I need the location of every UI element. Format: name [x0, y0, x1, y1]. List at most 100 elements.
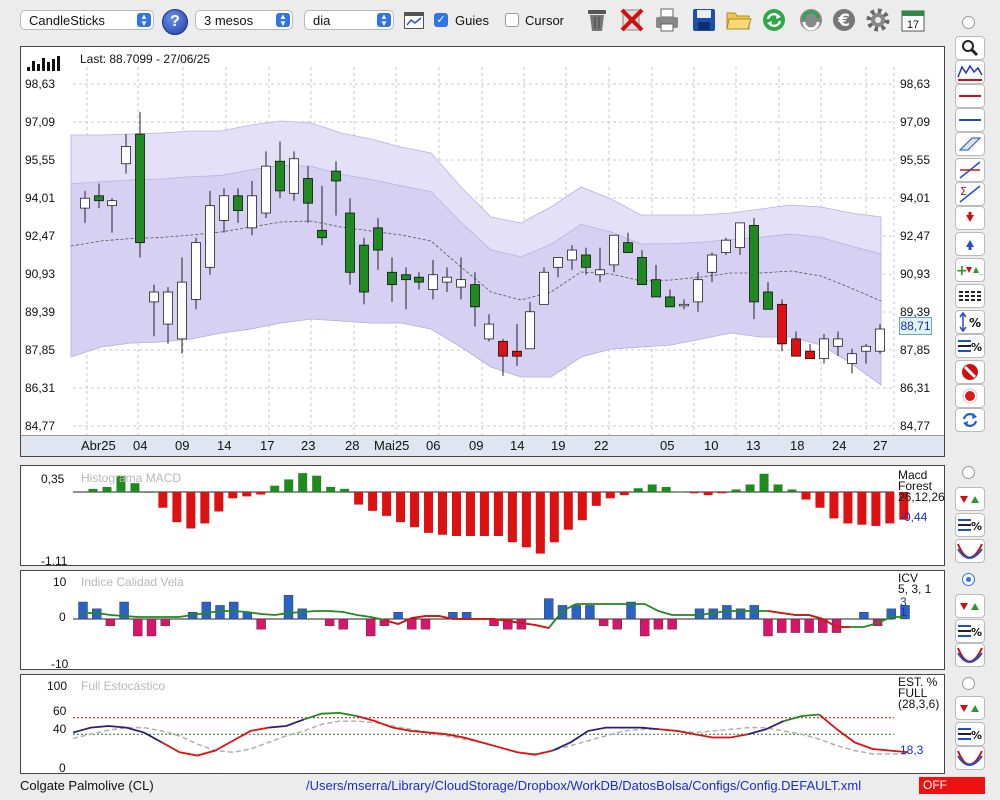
bollinger-inner-band — [70, 165, 882, 386]
stoch-tick-60: 60 — [53, 704, 67, 718]
panel-select-radio-stochastic[interactable] — [962, 677, 975, 690]
macd-divergence-button[interactable] — [955, 539, 985, 563]
macd-bar — [521, 492, 531, 548]
icv-bar — [133, 618, 143, 637]
grid-lines-button[interactable] — [955, 284, 985, 308]
macd-name: Macd — [898, 468, 928, 482]
macd-signals-button[interactable] — [955, 487, 985, 511]
price-chart-panel[interactable]: Last: 88.7099 - 27/06/25 98,63 97,09 95,55… — [20, 46, 945, 457]
icv-levels-button[interactable]: % — [955, 619, 985, 643]
icv-bar — [201, 601, 212, 620]
cursor-checkbox[interactable] — [505, 13, 519, 27]
stoch-tick-40: 40 — [53, 722, 67, 736]
macd-bar — [158, 492, 168, 508]
candle-body — [149, 291, 159, 303]
macd-histogram[interactable] — [21, 466, 945, 566]
stoch-signals-button[interactable] — [955, 696, 985, 720]
record-button[interactable] — [955, 384, 985, 408]
zoom-button[interactable] — [955, 36, 985, 60]
euro-icon: € — [833, 9, 855, 31]
svg-text:%: % — [971, 520, 982, 533]
refresh-button[interactable] — [760, 6, 788, 34]
trash-icon — [588, 10, 606, 31]
calendar-day: 17 — [907, 19, 919, 31]
percent-range-button[interactable]: % — [955, 310, 985, 334]
stoch-divergence-button[interactable] — [955, 746, 985, 770]
date-axis — [21, 435, 944, 456]
record-icon — [962, 388, 978, 404]
macd-bar — [661, 486, 671, 492]
swap-button[interactable] — [955, 408, 985, 432]
candle-body — [651, 279, 661, 298]
channel-button[interactable] — [955, 132, 985, 156]
candle-body — [359, 244, 369, 293]
macd-bar — [493, 492, 503, 536]
guides-checkbox[interactable]: ✓ — [434, 13, 448, 27]
icv-chart[interactable] — [21, 571, 945, 670]
icv-bar — [640, 618, 650, 637]
chart-type-value: CandleSticks — [29, 13, 105, 28]
update-data-button[interactable] — [797, 6, 825, 34]
off-toggle[interactable]: OFF — [919, 777, 985, 794]
icv-bar — [379, 618, 390, 627]
stop-button[interactable] — [955, 360, 985, 384]
panel-select-radio-main[interactable] — [962, 16, 975, 29]
trend-line-button[interactable] — [955, 158, 985, 182]
save-button[interactable] — [690, 6, 718, 34]
macd-bar — [885, 492, 895, 524]
percent-levels-icon: % — [958, 519, 982, 533]
chart-style-button[interactable] — [955, 60, 985, 84]
price-tick-left: 98,63 — [25, 77, 56, 91]
close-icon — [620, 8, 644, 32]
price-tick-right: 94,01 — [900, 191, 931, 205]
date-tick: 24 — [832, 438, 847, 453]
stochastic-panel[interactable]: Full Estocástico 100 60 40 0 EST. % FULL… — [20, 674, 945, 774]
candle-body — [539, 271, 549, 305]
candle-body — [442, 276, 452, 283]
macd-bar — [633, 488, 643, 492]
macd-panel[interactable]: Histograma MACD 0,35 -1,11 Macd Forest 2… — [20, 465, 945, 566]
icv-bar — [886, 608, 896, 620]
macd-bar — [647, 484, 657, 492]
candle-body — [233, 195, 243, 211]
panel-select-radio-icv[interactable] — [962, 573, 975, 586]
candle-body — [512, 350, 522, 357]
print-button[interactable] — [653, 6, 681, 34]
svg-text:..: .. — [979, 270, 983, 277]
candlestick-chart[interactable] — [21, 47, 945, 457]
divergence-icon — [957, 647, 983, 663]
interval-select[interactable]: dia ▲ ▼ — [304, 10, 394, 30]
interval-value: dia — [313, 13, 331, 28]
swap-icon — [962, 413, 978, 427]
currency-button[interactable]: € — [830, 6, 858, 34]
sell-arrow-button[interactable] — [955, 206, 985, 230]
icv-panel[interactable]: Indice Calidad Vela 10 0 -10 ICV 5, 3, 1… — [20, 570, 945, 670]
help-button[interactable]: ? — [162, 9, 188, 35]
config-path[interactable]: /Users/mserra/Library/CloudStorage/Dropb… — [306, 778, 862, 793]
icv-signals-button[interactable] — [955, 594, 985, 618]
sum-line-button[interactable]: Σ — [955, 182, 985, 206]
calendar-button[interactable]: 17 — [899, 6, 927, 34]
horizontal-blue-line-button[interactable] — [955, 108, 985, 132]
panel-select-radio-macd[interactable] — [962, 466, 975, 479]
macd-bar — [102, 486, 112, 492]
trash-button[interactable] — [583, 6, 611, 34]
period-select[interactable]: 3 mesos ▲ ▼ — [195, 10, 293, 30]
percent-levels-button[interactable]: % — [955, 334, 985, 358]
percent-range-icon: % — [959, 312, 981, 332]
stoch-levels-button[interactable]: % — [955, 722, 985, 746]
chart-window-button[interactable] — [404, 12, 424, 29]
delete-button[interactable] — [618, 6, 646, 34]
settings-button[interactable] — [864, 6, 892, 34]
price-tick-left: 94,01 — [25, 191, 56, 205]
icv-divergence-button[interactable] — [955, 643, 985, 667]
icv-bar — [831, 618, 842, 633]
horizontal-red-line-button[interactable] — [955, 84, 985, 108]
buy-arrow-button[interactable] — [955, 232, 985, 256]
stochastic-chart[interactable] — [21, 675, 945, 774]
add-indicator-button[interactable]: +.. — [955, 258, 985, 282]
open-folder-button[interactable] — [725, 6, 753, 34]
candle-body — [777, 303, 787, 345]
chart-type-select[interactable]: CandleSticks ▲ ▼ — [20, 10, 154, 30]
macd-levels-button[interactable]: % — [955, 513, 985, 537]
